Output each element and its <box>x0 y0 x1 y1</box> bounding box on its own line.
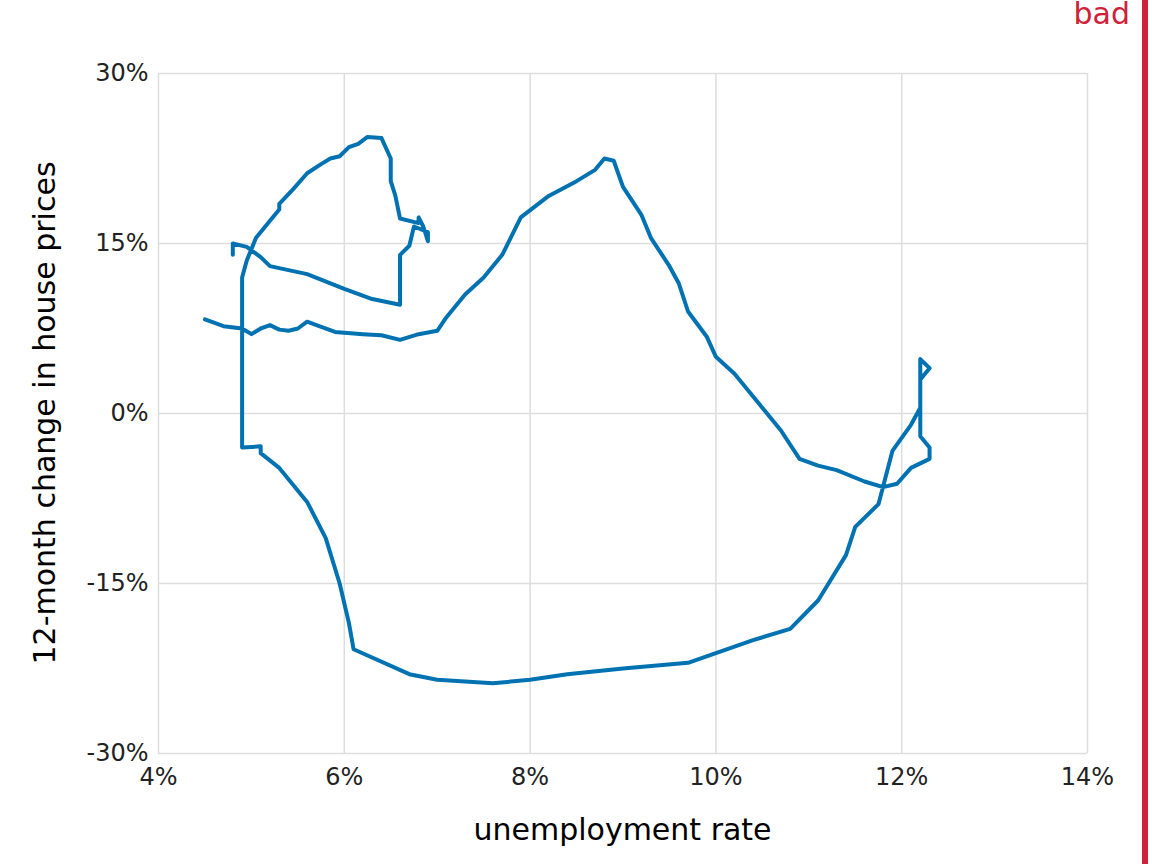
svg-text:6%: 6% <box>325 763 363 791</box>
svg-text:-30%: -30% <box>86 739 148 767</box>
html-text:unemployment rate: unemployment rate <box>473 812 772 847</box>
svg-text:14%: 14% <box>1061 763 1114 791</box>
svg-text:-15%: -15% <box>86 569 148 597</box>
svg-text:30%: 30% <box>95 59 148 87</box>
svg-text:12%: 12% <box>875 763 928 791</box>
svg-text:4%: 4% <box>139 762 178 791</box>
svg-text:8%: 8% <box>511 763 549 791</box>
svg-text:0%: 0% <box>110 399 148 427</box>
svg-text:10%: 10% <box>689 763 742 791</box>
svg-text:15%: 15% <box>95 229 148 257</box>
html-text:12-month change in house price: 12-month change in house prices <box>26 161 62 665</box>
